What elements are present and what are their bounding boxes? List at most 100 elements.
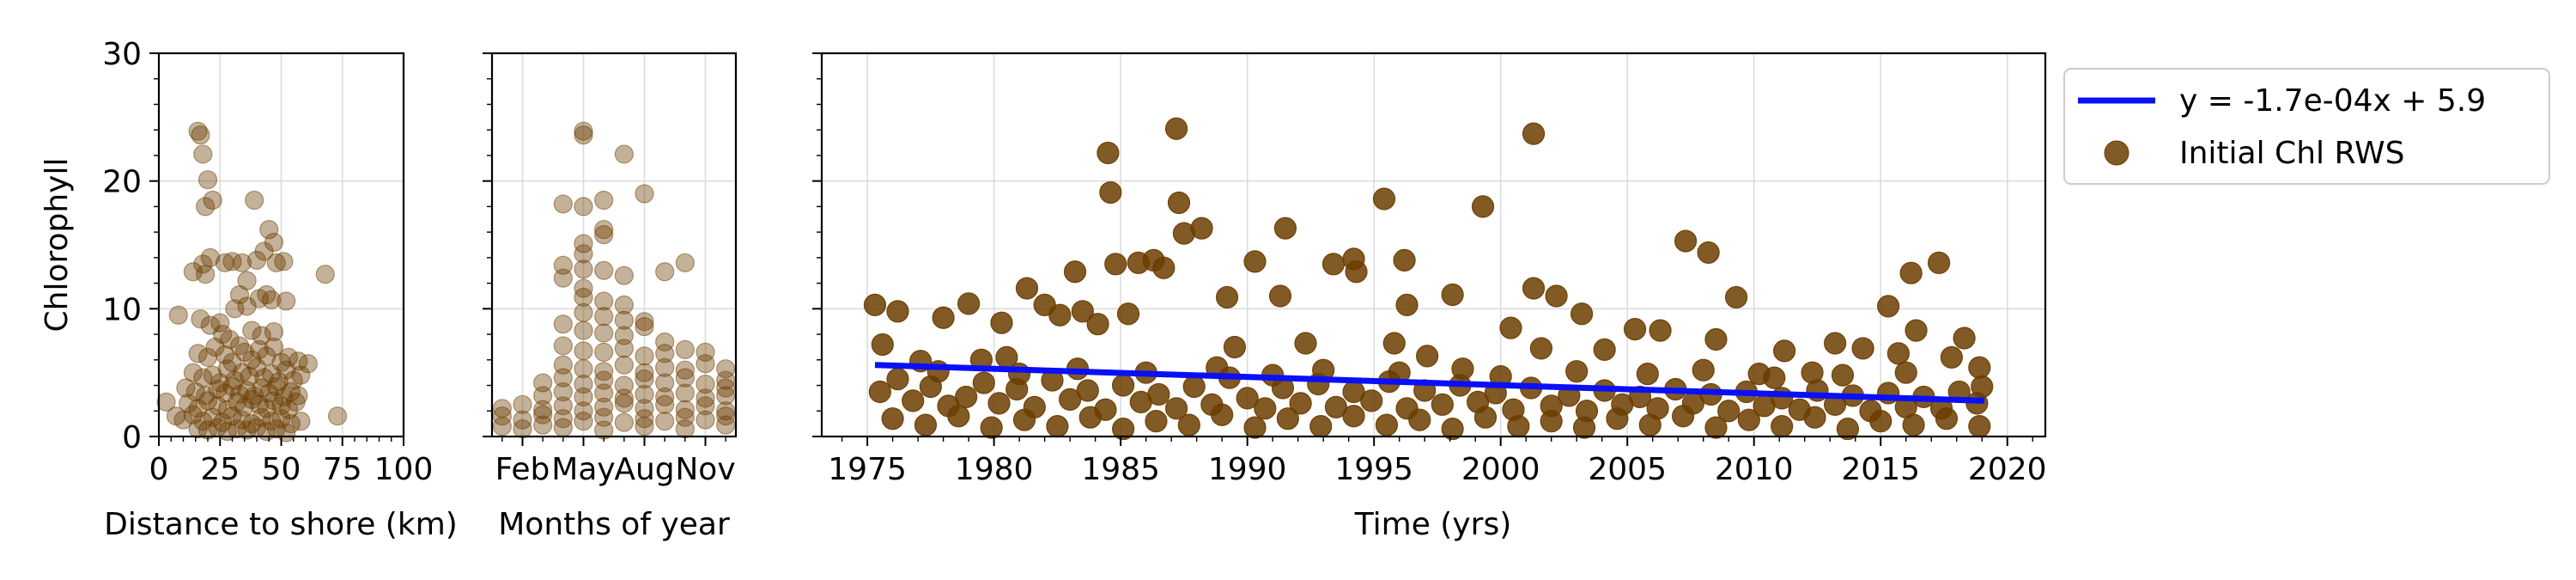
data-point bbox=[276, 291, 296, 311]
legend-label-trend: y = -1.7e-04x + 5.9 bbox=[2179, 83, 2486, 119]
data-point bbox=[696, 374, 715, 394]
data-point bbox=[533, 405, 553, 424]
x-axis-label: Time (yrs) bbox=[1354, 507, 1512, 542]
data-point bbox=[574, 302, 593, 322]
data-point bbox=[1243, 250, 1267, 273]
data-point bbox=[1321, 253, 1346, 276]
data-point bbox=[716, 370, 736, 390]
panel-time-series: 1975 1980 1985 1990 1995 2000 2005 2010 2015 2020… bbox=[812, 52, 2047, 542]
data-point bbox=[871, 333, 894, 357]
data-points bbox=[492, 121, 736, 440]
data-point bbox=[1522, 122, 1546, 145]
data-point bbox=[635, 409, 654, 429]
data-point bbox=[1636, 363, 1659, 386]
legend-label-points: Initial Chl RWS bbox=[2179, 136, 2404, 171]
data-point bbox=[594, 323, 614, 343]
data-point bbox=[191, 309, 210, 329]
data-point bbox=[635, 317, 654, 337]
data-point bbox=[196, 197, 216, 217]
x-tick-label: 75 bbox=[323, 452, 362, 487]
data-point bbox=[655, 344, 675, 363]
trend-line bbox=[874, 362, 1985, 404]
data-point bbox=[1211, 403, 1234, 426]
data-point bbox=[863, 293, 887, 316]
data-point bbox=[183, 405, 203, 424]
data-point bbox=[533, 415, 553, 435]
data-point bbox=[655, 332, 675, 352]
data-point bbox=[1273, 217, 1297, 240]
data-point bbox=[286, 392, 306, 412]
data-point bbox=[1111, 374, 1135, 397]
data-point bbox=[868, 380, 891, 404]
data-point bbox=[574, 387, 593, 407]
data-point bbox=[1243, 416, 1267, 439]
data-point bbox=[1971, 375, 1994, 399]
data-point bbox=[696, 342, 715, 362]
x-tick-label: 1985 bbox=[1081, 452, 1160, 487]
data-point bbox=[1876, 295, 1900, 318]
data-point bbox=[1773, 339, 1796, 363]
data-point bbox=[1190, 217, 1213, 240]
data-point bbox=[553, 314, 573, 334]
data-point bbox=[1935, 407, 1959, 430]
data-point bbox=[614, 144, 634, 164]
axes-frame bbox=[820, 52, 2047, 438]
data-point bbox=[1940, 345, 1963, 369]
data-point bbox=[193, 144, 213, 164]
data-point bbox=[264, 321, 284, 342]
data-point bbox=[1395, 293, 1419, 316]
data-point bbox=[222, 252, 242, 272]
data-point bbox=[574, 359, 593, 379]
axis-ticks: 0 25 50 75 100 0 10 20 30 bbox=[102, 37, 433, 487]
legend: y = -1.7e-04x + 5.9 Initial Chl RWS bbox=[2063, 68, 2550, 185]
data-point bbox=[957, 292, 981, 315]
data-point bbox=[1215, 285, 1239, 309]
data-point bbox=[1529, 337, 1552, 360]
data-point bbox=[614, 339, 634, 358]
x-tick-label: 2005 bbox=[1588, 452, 1667, 487]
data-point bbox=[276, 360, 296, 380]
data-point bbox=[955, 385, 978, 409]
data-point bbox=[886, 300, 909, 323]
y-tick-label: 30 bbox=[102, 37, 142, 72]
data-point bbox=[1223, 335, 1247, 359]
data-point bbox=[675, 360, 695, 380]
data-point bbox=[193, 254, 213, 274]
data-point bbox=[1012, 408, 1036, 431]
data-point bbox=[252, 407, 271, 427]
data-point bbox=[298, 354, 318, 374]
data-point bbox=[291, 412, 311, 431]
data-point bbox=[1704, 327, 1728, 351]
x-tick-label: 2015 bbox=[1841, 452, 1920, 487]
data-point bbox=[168, 305, 188, 325]
data-point bbox=[266, 418, 286, 439]
data-point bbox=[614, 412, 634, 432]
data-point bbox=[203, 407, 222, 427]
data-point bbox=[1324, 395, 1348, 418]
data-point bbox=[716, 401, 736, 421]
data-point bbox=[987, 392, 1011, 415]
data-point bbox=[1372, 187, 1396, 211]
data-point bbox=[553, 382, 573, 402]
data-point bbox=[203, 190, 222, 211]
data-point bbox=[655, 394, 675, 414]
data-point bbox=[1540, 410, 1563, 433]
data-point bbox=[1894, 361, 1917, 384]
data-point bbox=[1431, 393, 1454, 416]
data-point bbox=[1164, 397, 1188, 420]
data-point bbox=[553, 194, 573, 214]
y-tick-label: 10 bbox=[102, 292, 142, 327]
data-point bbox=[291, 365, 311, 385]
data-point bbox=[1116, 302, 1140, 326]
data-point bbox=[716, 386, 736, 406]
data-point bbox=[614, 388, 634, 408]
data-point bbox=[553, 336, 573, 356]
data-point bbox=[553, 418, 573, 437]
data-point bbox=[1059, 388, 1082, 411]
data-point bbox=[1606, 407, 1629, 430]
data-point bbox=[183, 262, 203, 282]
data-point bbox=[1905, 319, 1928, 342]
x-tick-label: 50 bbox=[262, 452, 301, 487]
